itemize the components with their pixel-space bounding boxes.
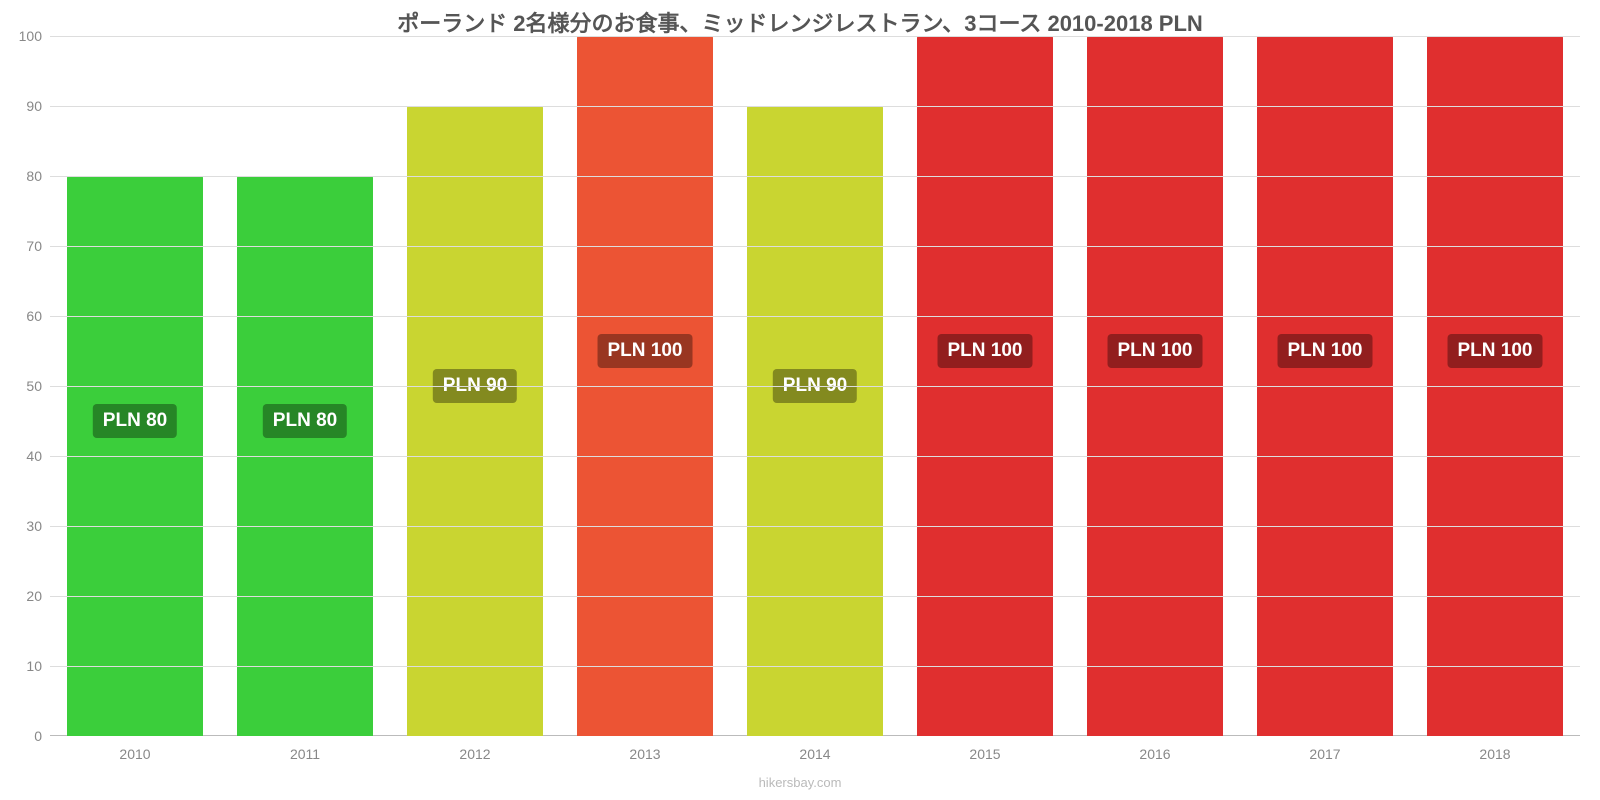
y-tick-label: 30: [26, 518, 50, 534]
bar: [747, 106, 883, 736]
bar-value-label: PLN 100: [938, 334, 1033, 368]
y-tick-label: 40: [26, 448, 50, 464]
bar-value-label: PLN 80: [263, 404, 347, 438]
bar-value-label: PLN 100: [1278, 334, 1373, 368]
gridline: [50, 106, 1580, 107]
y-tick-label: 50: [26, 378, 50, 394]
gridline: [50, 386, 1580, 387]
source-label: hikersbay.com: [0, 775, 1600, 790]
gridline: [50, 316, 1580, 317]
y-tick-label: 0: [34, 728, 50, 744]
x-tick-label: 2016: [1139, 736, 1170, 762]
chart-container: ポーランド 2名様分のお食事、ミッドレンジレストラン、3コース 2010-201…: [0, 0, 1600, 800]
y-tick-label: 70: [26, 238, 50, 254]
chart-title: ポーランド 2名様分のお食事、ミッドレンジレストラン、3コース 2010-201…: [0, 6, 1600, 38]
x-tick-label: 2015: [969, 736, 1000, 762]
y-tick-label: 90: [26, 98, 50, 114]
x-tick-label: 2010: [119, 736, 150, 762]
bar-value-label: PLN 100: [598, 334, 693, 368]
gridline: [50, 666, 1580, 667]
x-tick-label: 2018: [1479, 736, 1510, 762]
gridline: [50, 596, 1580, 597]
y-tick-label: 80: [26, 168, 50, 184]
y-tick-label: 10: [26, 658, 50, 674]
bar-value-label: PLN 100: [1448, 334, 1543, 368]
y-tick-label: 60: [26, 308, 50, 324]
gridline: [50, 246, 1580, 247]
bar: [407, 106, 543, 736]
bar-value-label: PLN 80: [93, 404, 177, 438]
y-tick-label: 20: [26, 588, 50, 604]
gridline: [50, 526, 1580, 527]
gridline: [50, 176, 1580, 177]
x-tick-label: 2011: [290, 736, 320, 762]
gridline: [50, 456, 1580, 457]
gridline: [50, 36, 1580, 37]
plot-area: PLN 802010PLN 802011PLN 902012PLN 100201…: [50, 36, 1580, 736]
x-tick-label: 2017: [1309, 736, 1340, 762]
bar-value-label: PLN 100: [1108, 334, 1203, 368]
x-tick-label: 2013: [629, 736, 660, 762]
y-tick-label: 100: [19, 28, 50, 44]
x-tick-label: 2012: [459, 736, 490, 762]
x-tick-label: 2014: [799, 736, 830, 762]
